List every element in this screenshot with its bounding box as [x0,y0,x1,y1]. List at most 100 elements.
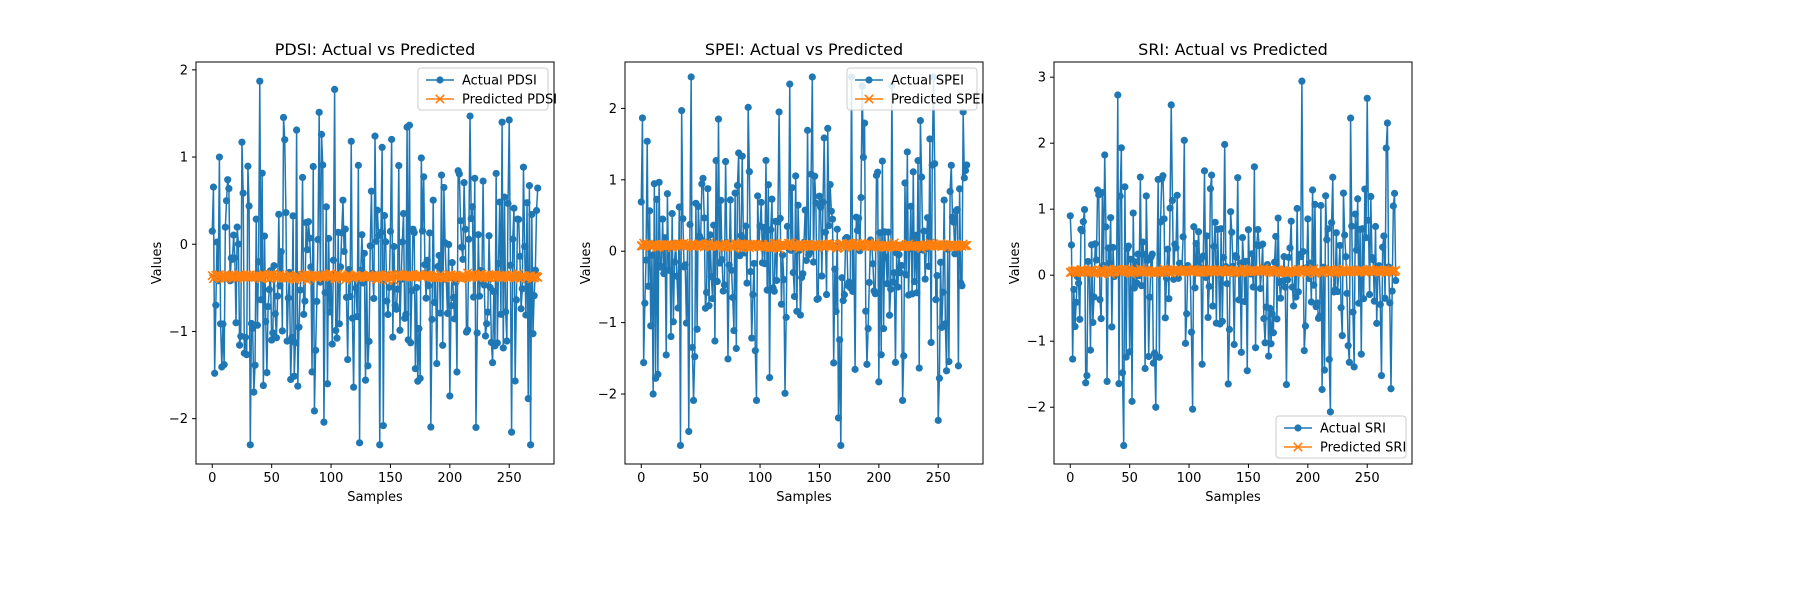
data-point [654,370,662,378]
data-point [271,310,279,318]
data-point [1339,189,1348,197]
data-point [877,351,885,359]
data-point [407,339,415,347]
data-point [896,269,904,277]
legend-marker [435,94,445,104]
data-point [390,242,398,251]
data-point [1091,240,1099,248]
data-point [1192,240,1200,248]
data-point [446,392,454,400]
data-point [282,209,290,217]
data-point [871,290,879,298]
data-point [294,382,302,390]
legend-marker [1294,424,1302,432]
data-point [834,414,843,422]
data-point [1225,325,1234,334]
data-point [954,362,963,370]
data-point [466,112,474,120]
data-point [345,265,353,274]
data-point [447,302,455,310]
data-point [251,361,259,369]
legend-marker [436,76,444,84]
data-point [799,270,807,278]
data-point [238,138,246,146]
data-point [230,231,238,239]
data-point [831,265,839,273]
data-point [426,229,434,237]
data-point [440,183,448,192]
data-point [1298,77,1306,85]
data-point [1308,186,1317,194]
data-point [333,334,341,342]
data-point [380,212,389,220]
y-tick-label: 3 [1038,71,1046,86]
data-point [1370,297,1378,305]
data-point [370,294,378,303]
data-point [314,235,322,244]
legend: Actual PDSI Predicted PDSI [417,67,557,111]
data-point [519,163,528,171]
data-point [222,197,231,205]
data-point [722,157,730,166]
x-tick-label: 200 [437,471,462,486]
data-point [1346,114,1355,122]
data-point [1149,359,1158,367]
data-point [278,327,286,335]
data-point [377,228,385,236]
chart-title: SRI: Actual vs Predicted [1138,40,1328,59]
legend-marker [864,94,874,104]
data-point [882,253,890,261]
data-point [792,172,800,180]
data-point [1205,282,1213,291]
y-tick-label: 2 [609,102,617,117]
data-point [1146,293,1154,301]
data-point [322,203,330,211]
data-point [883,280,891,288]
data-point [281,136,289,144]
series-predicted-spei [636,238,972,254]
data-point [777,300,786,308]
data-point [209,183,218,191]
data-point [1389,202,1397,210]
data-point [742,222,750,230]
data-point [1211,218,1219,226]
data-point [509,235,517,243]
data-point [1228,228,1236,236]
data-point [1168,196,1177,205]
data-point [1172,244,1180,252]
data-point [252,215,260,223]
data-point [669,318,677,326]
data-point [522,311,530,319]
data-point [480,281,488,289]
data-point [1310,281,1318,289]
data-point [212,301,220,309]
data-point [517,305,525,313]
data-point [1323,236,1331,244]
data-point [1325,355,1333,364]
data-point [818,272,826,280]
x-tick-label: 0 [1066,471,1074,486]
data-point [1165,295,1173,303]
data-point [460,179,468,187]
data-point [392,305,400,313]
data-point [812,199,820,207]
data-point [1285,253,1293,262]
data-point [365,337,373,345]
data-point [789,268,797,277]
data-point [704,185,712,193]
data-point [1288,283,1296,291]
data-point [1363,94,1371,102]
data-point [644,282,652,290]
data-point [1161,314,1169,322]
data-point [786,80,794,88]
data-point [726,196,734,204]
data-point [803,126,812,134]
data-point [412,283,421,292]
data-point [1289,302,1298,310]
data-point [274,292,282,300]
data-point [826,180,834,189]
data-point [891,358,900,367]
data-point [1080,205,1089,214]
data-point [1079,218,1087,226]
data-point [663,190,672,198]
